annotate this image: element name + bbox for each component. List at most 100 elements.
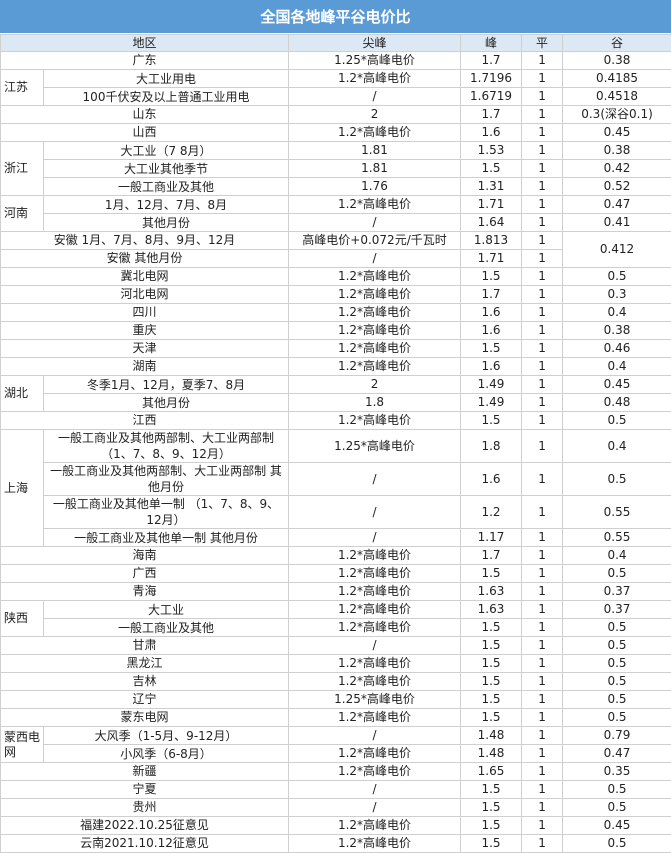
feng-cell: 1.53 [461, 142, 522, 160]
feng-cell: 1.71 [461, 250, 522, 268]
region-cell: 其他月份 [44, 214, 289, 232]
ping-cell: 1 [522, 88, 563, 106]
feng-cell: 1.71 [461, 196, 522, 214]
gu-cell: 0.4 [563, 547, 671, 565]
region-cell: 冀北电网 [1, 268, 289, 286]
gu-cell: 0.37 [563, 583, 671, 601]
feng-cell: 1.2 [461, 496, 522, 529]
feng-cell: 1.5 [461, 709, 522, 727]
ping-cell: 1 [522, 463, 563, 496]
header-gu: 谷 [563, 35, 671, 52]
gu-cell: 0.412 [563, 232, 671, 268]
region-cell: 宁夏 [1, 781, 289, 799]
region-cell: 重庆 [1, 322, 289, 340]
header-row: 地区 尖峰 峰 平 谷 [1, 35, 671, 52]
region-cell: 大工业其他季节 [44, 160, 289, 178]
jianfeng-cell: 1.2*高峰电价 [289, 565, 461, 583]
ping-cell: 1 [522, 835, 563, 853]
feng-cell: 1.5 [461, 673, 522, 691]
gu-cell: 0.5 [563, 412, 671, 430]
jianfeng-cell: 1.8 [289, 394, 461, 412]
group-cell: 浙江 [1, 142, 44, 196]
feng-cell: 1.48 [461, 727, 522, 745]
jianfeng-cell: 1.2*高峰电价 [289, 709, 461, 727]
group-cell: 江苏 [1, 70, 44, 106]
ping-cell: 1 [522, 745, 563, 763]
feng-cell: 1.63 [461, 583, 522, 601]
region-cell: 1月、12月、7月、8月 [44, 196, 289, 214]
ping-cell: 1 [522, 430, 563, 463]
feng-cell: 1.63 [461, 601, 522, 619]
gu-cell: 0.4185 [563, 70, 671, 88]
jianfeng-cell: 1.2*高峰电价 [289, 673, 461, 691]
region-cell: 大工业用电 [44, 70, 289, 88]
feng-cell: 1.6 [461, 124, 522, 142]
ping-cell: 1 [522, 691, 563, 709]
region-cell: 江西 [1, 412, 289, 430]
gu-cell: 0.5 [563, 835, 671, 853]
jianfeng-cell: / [289, 637, 461, 655]
header-region: 地区 [1, 35, 289, 52]
gu-cell: 0.4518 [563, 88, 671, 106]
group-cell: 上海 [1, 430, 44, 547]
region-cell: 青海 [1, 583, 289, 601]
region-cell: 山西 [1, 124, 289, 142]
feng-cell: 1.5 [461, 268, 522, 286]
ping-cell: 1 [522, 673, 563, 691]
jianfeng-cell: 1.81 [289, 160, 461, 178]
gu-cell: 0.5 [563, 709, 671, 727]
ping-cell: 1 [522, 709, 563, 727]
gu-cell: 0.35 [563, 763, 671, 781]
ping-cell: 1 [522, 142, 563, 160]
region-cell: 吉林 [1, 673, 289, 691]
region-cell: 其他月份 [44, 394, 289, 412]
group-cell: 蒙西电网 [1, 727, 44, 763]
feng-cell: 1.5 [461, 817, 522, 835]
gu-cell: 0.45 [563, 376, 671, 394]
jianfeng-cell: 1.2*高峰电价 [289, 412, 461, 430]
region-cell: 一般工商业及其他 [44, 619, 289, 637]
feng-cell: 1.49 [461, 376, 522, 394]
region-cell: 辽宁 [1, 691, 289, 709]
gu-cell: 0.3(深谷0.1) [563, 106, 671, 124]
jianfeng-cell: / [289, 799, 461, 817]
jianfeng-cell: 1.2*高峰电价 [289, 763, 461, 781]
gu-cell: 0.5 [563, 781, 671, 799]
region-cell: 大工业 [44, 601, 289, 619]
group-cell: 陕西 [1, 601, 44, 637]
jianfeng-cell: 1.2*高峰电价 [289, 745, 461, 763]
feng-cell: 1.7 [461, 286, 522, 304]
gu-cell: 0.4 [563, 430, 671, 463]
jianfeng-cell: 1.2*高峰电价 [289, 286, 461, 304]
ping-cell: 1 [522, 376, 563, 394]
feng-cell: 1.813 [461, 232, 522, 250]
feng-cell: 1.65 [461, 763, 522, 781]
feng-cell: 1.5 [461, 619, 522, 637]
region-cell: 一般工商业及其他 [44, 178, 289, 196]
jianfeng-cell: 1.2*高峰电价 [289, 655, 461, 673]
gu-cell: 0.45 [563, 817, 671, 835]
feng-cell: 1.8 [461, 430, 522, 463]
ping-cell: 1 [522, 781, 563, 799]
region-cell: 甘肃 [1, 637, 289, 655]
feng-cell: 1.6 [461, 463, 522, 496]
gu-cell: 0.5 [563, 655, 671, 673]
jianfeng-cell: 1.2*高峰电价 [289, 835, 461, 853]
feng-cell: 1.7196 [461, 70, 522, 88]
gu-cell: 0.48 [563, 394, 671, 412]
jianfeng-cell: 1.2*高峰电价 [289, 70, 461, 88]
feng-cell: 1.17 [461, 529, 522, 547]
gu-cell: 0.55 [563, 529, 671, 547]
jianfeng-cell: 1.2*高峰电价 [289, 619, 461, 637]
header-jianfeng: 尖峰 [289, 35, 461, 52]
ping-cell: 1 [522, 322, 563, 340]
